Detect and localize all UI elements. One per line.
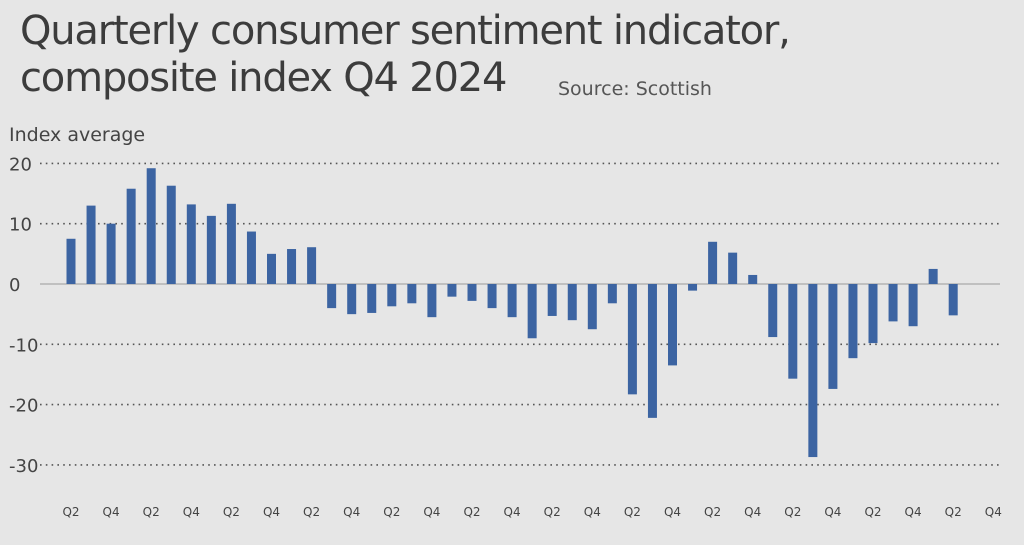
x-tick-label: Q2 <box>463 505 480 519</box>
bar <box>287 249 297 284</box>
x-tick-label: Q2 <box>784 505 801 519</box>
x-tick-label: Q4 <box>504 505 521 519</box>
bar <box>267 253 276 284</box>
y-tick-label: 20 <box>9 154 32 175</box>
y-tick-label: -30 <box>9 456 38 477</box>
bar <box>427 284 437 318</box>
x-tick-label: Q2 <box>945 505 962 519</box>
x-tick-label: Q2 <box>143 505 160 519</box>
x-tick-label: Q2 <box>624 505 641 519</box>
bar <box>86 205 96 284</box>
y-tick-label: 0 <box>9 275 20 296</box>
bar <box>206 215 216 284</box>
bar <box>567 284 577 321</box>
y-tick-label: -20 <box>9 396 38 417</box>
bar <box>708 241 718 284</box>
bar <box>848 284 858 359</box>
bar <box>888 284 898 322</box>
bar <box>166 185 176 284</box>
bar <box>347 284 357 315</box>
x-tick-label: Q2 <box>62 505 79 519</box>
bar <box>627 284 637 395</box>
bar <box>367 284 377 313</box>
x-tick-label: Q4 <box>905 505 922 519</box>
bar <box>327 284 337 309</box>
x-tick-label: Q2 <box>864 505 881 519</box>
bar <box>387 284 397 307</box>
bar <box>407 284 417 304</box>
bar <box>447 284 457 297</box>
bar <box>948 284 958 316</box>
bar <box>928 268 938 284</box>
chart-title-line2: composite index Q4 2024 <box>20 55 507 101</box>
x-tick-label: Q4 <box>343 505 360 519</box>
bar <box>587 284 597 330</box>
x-tick-label: Q4 <box>183 505 200 519</box>
x-tick-label: Q4 <box>103 505 120 519</box>
bar <box>547 284 557 316</box>
bar <box>768 284 778 338</box>
x-tick-label: Q2 <box>704 505 721 519</box>
x-tick-label: Q4 <box>263 505 280 519</box>
x-tick-label: Q2 <box>383 505 400 519</box>
bar <box>868 284 878 344</box>
bar <box>146 168 156 284</box>
bar <box>607 284 617 304</box>
y-tick-label: 10 <box>9 215 32 236</box>
y-axis-label: Index average <box>9 124 146 146</box>
bar <box>647 284 657 418</box>
x-tick-label: Q4 <box>423 505 440 519</box>
bar <box>66 238 76 284</box>
bar <box>748 274 758 284</box>
x-tick-label: Q4 <box>584 505 601 519</box>
bar <box>126 188 136 284</box>
bar <box>507 284 517 318</box>
bar <box>186 204 196 284</box>
bar <box>226 203 236 284</box>
x-tick-label: Q4 <box>824 505 841 519</box>
x-tick-label: Q4 <box>744 505 761 519</box>
bar <box>106 223 116 284</box>
bar <box>246 231 256 284</box>
y-tick-label: -10 <box>9 335 38 356</box>
bar <box>467 284 477 301</box>
bar <box>668 284 677 366</box>
bar <box>808 284 818 458</box>
bar <box>307 247 317 284</box>
chart-title: Quarterly consumer sentiment indicator, … <box>20 8 791 102</box>
x-tick-label: Q4 <box>664 505 681 519</box>
bar <box>788 284 798 379</box>
chart-title-line1: Quarterly consumer sentiment indicator, <box>20 8 791 54</box>
chart-source: Source: Scottish <box>558 78 712 100</box>
x-tick-label: Q2 <box>544 505 561 519</box>
bar <box>487 284 497 309</box>
x-tick-label: Q2 <box>223 505 240 519</box>
bar <box>828 284 838 389</box>
x-tick-label: Q2 <box>303 505 320 519</box>
bar <box>688 284 698 291</box>
bar <box>728 252 738 284</box>
bar <box>527 284 537 339</box>
bar <box>908 284 918 327</box>
x-tick-label: Q4 <box>985 505 1002 519</box>
